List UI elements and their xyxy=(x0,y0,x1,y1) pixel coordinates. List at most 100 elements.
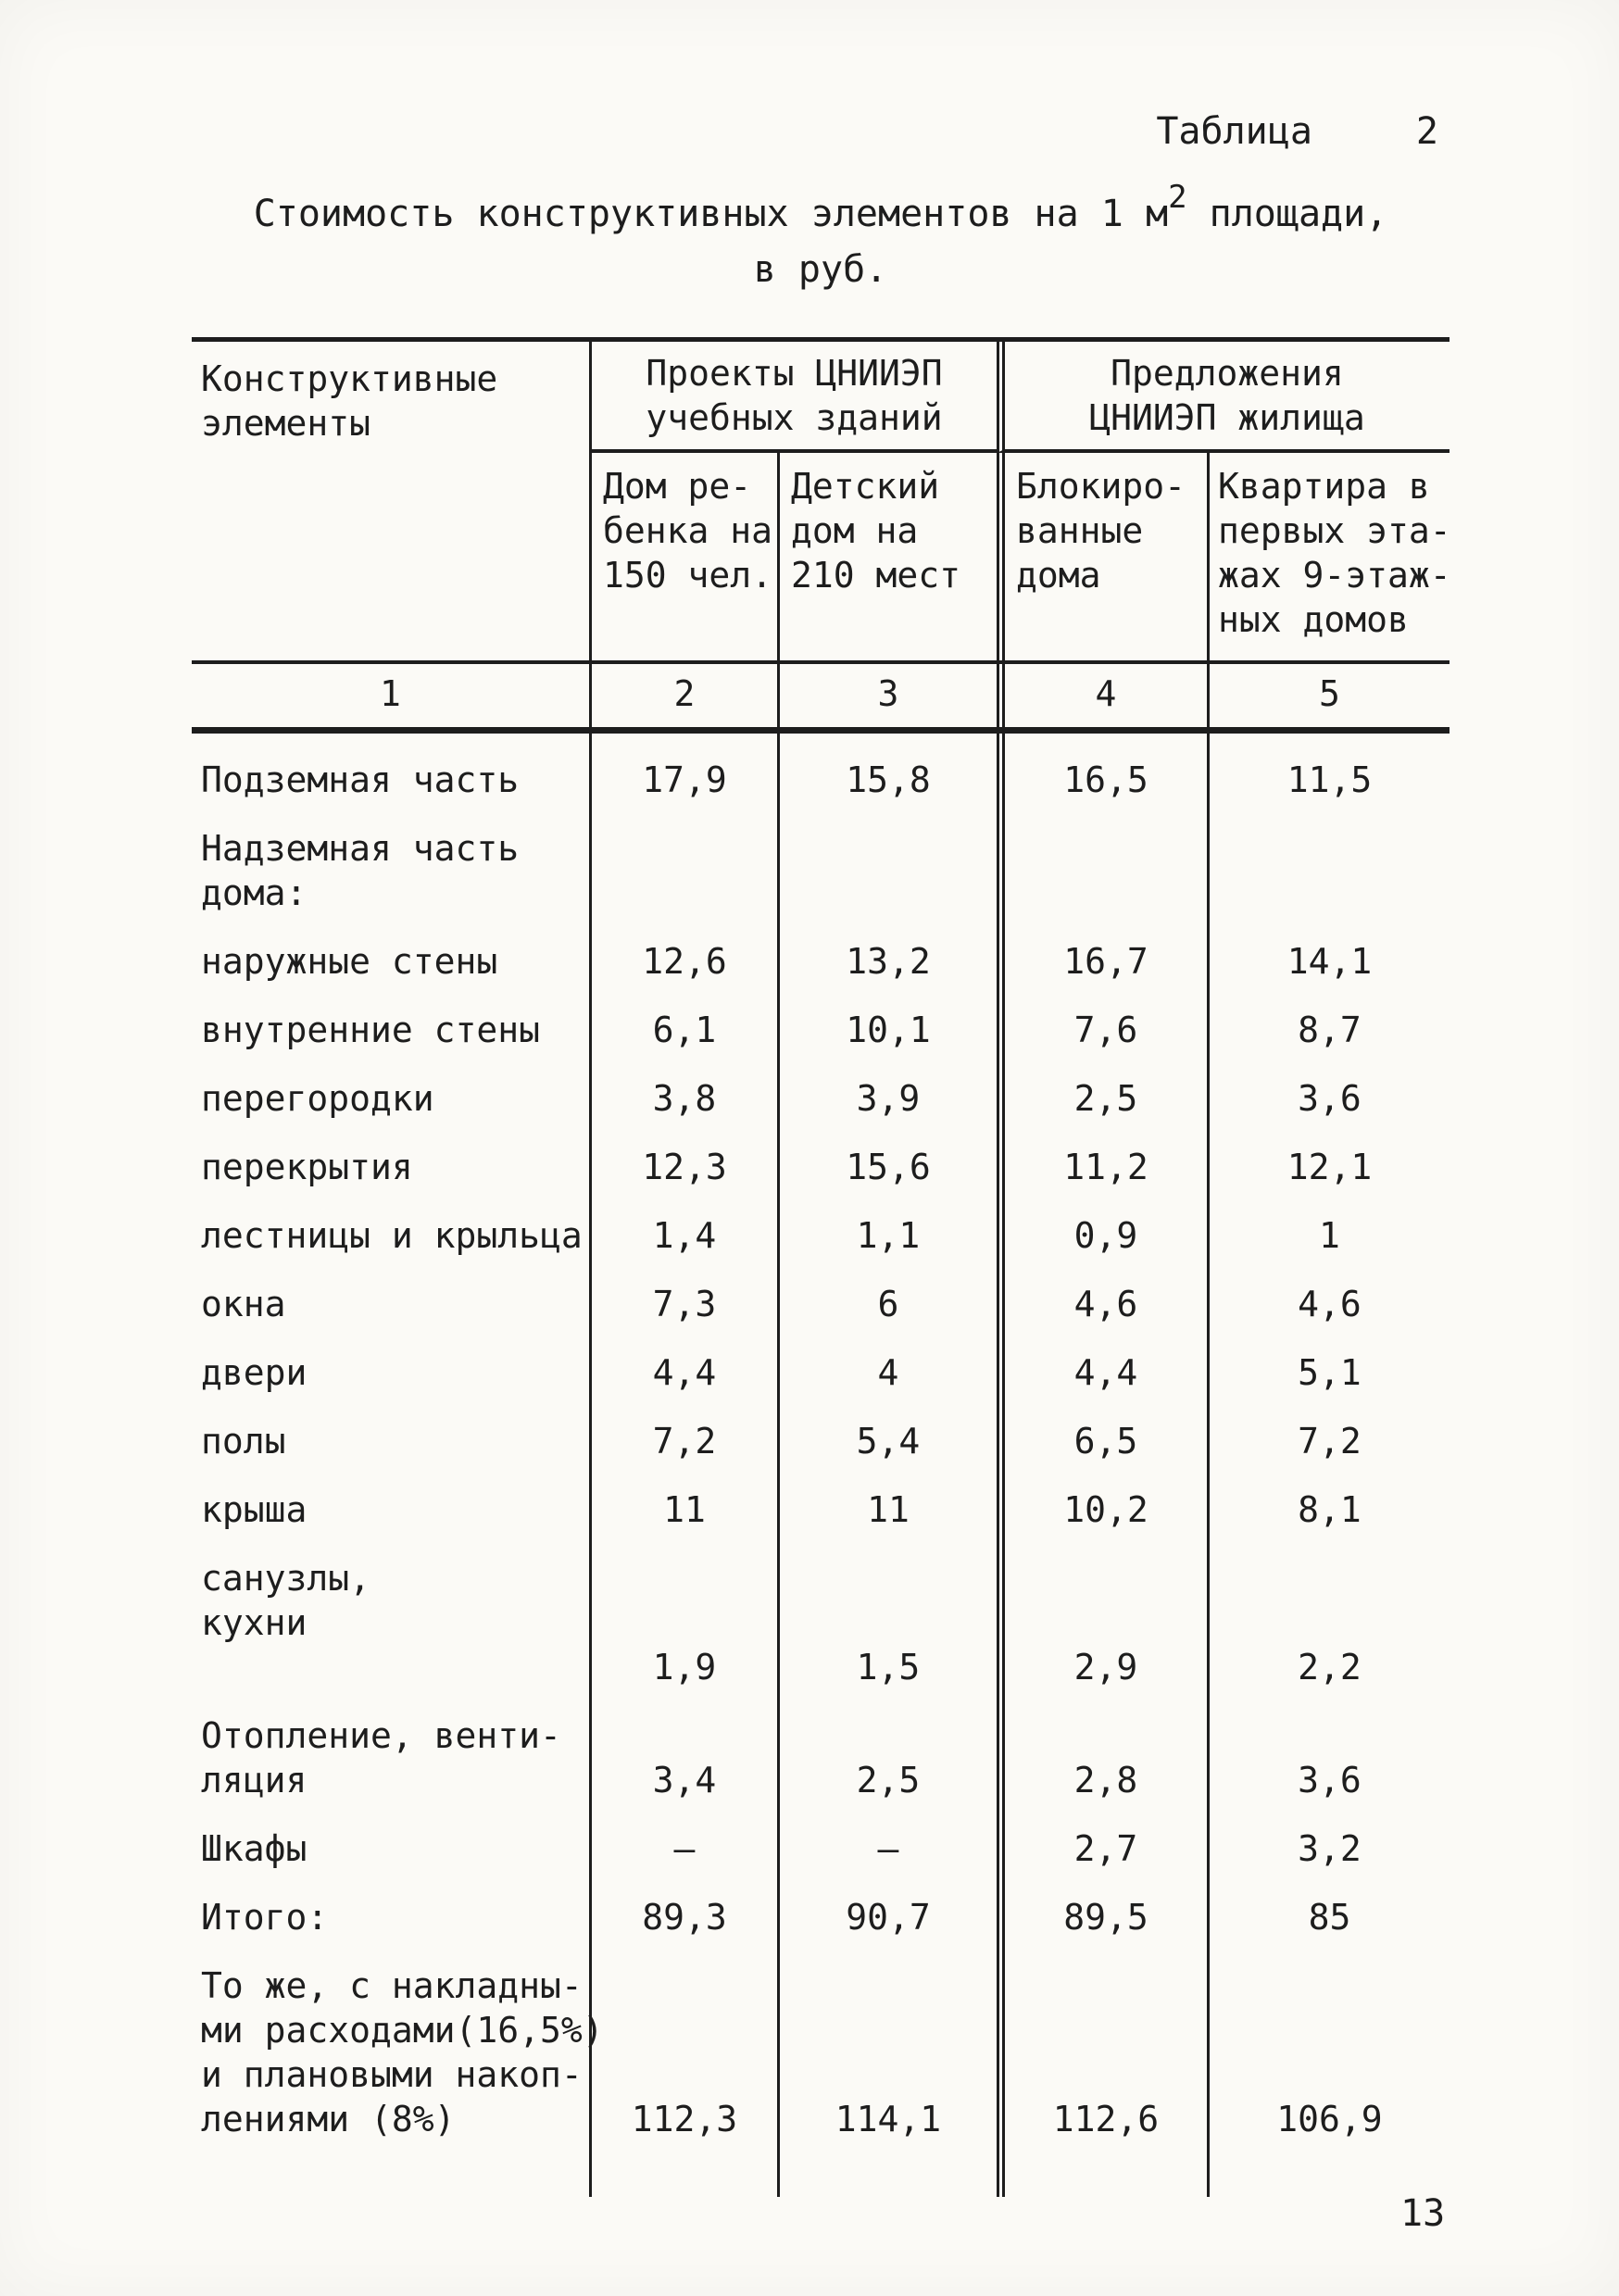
cell-value: 112,3 xyxy=(589,1939,777,2141)
cell-value: 8,7 xyxy=(1207,984,1450,1052)
cell-value: 0,9 xyxy=(997,1189,1207,1258)
cell-value: 85 xyxy=(1207,1871,1450,1939)
row-label: полы xyxy=(201,1421,286,1462)
cell-value: 2,5 xyxy=(777,1689,997,1802)
cell-value xyxy=(777,2141,997,2197)
cell-value: 1,5 xyxy=(777,1532,997,1689)
table-row: Надземная часть дома: xyxy=(192,802,1450,915)
cell-value: 6 xyxy=(777,1258,997,1326)
cell-value: 12,6 xyxy=(589,915,777,984)
cell-value: 15,8 xyxy=(777,734,997,802)
cell-value: 17,9 xyxy=(589,734,777,802)
cell-value: 15,6 xyxy=(777,1121,997,1189)
cell-value xyxy=(997,802,1207,915)
cell-value: 12,1 xyxy=(1207,1121,1450,1189)
row-label: внутренние стены xyxy=(201,1010,541,1050)
title-line-1: Стоимость конструктивных элементов на 1 … xyxy=(192,179,1450,243)
table-row: лестницы и крыльца 1,4 1,1 0,9 1 xyxy=(192,1189,1450,1258)
table-row: крыша 11 11 10,2 8,1 xyxy=(192,1463,1450,1532)
cell-value xyxy=(589,802,777,915)
header-col-blocked-houses: Блокиро- ванные дома xyxy=(997,453,1207,660)
row-label: Итого: xyxy=(201,1897,329,1938)
cell-value: 106,9 xyxy=(1207,1939,1450,2141)
column-number-1: 1 xyxy=(380,673,401,714)
cell-value: 16,7 xyxy=(997,915,1207,984)
cell-value: 10,2 xyxy=(997,1463,1207,1532)
cell-value: 4,4 xyxy=(997,1326,1207,1395)
table-row: полы 7,2 5,4 6,5 7,2 xyxy=(192,1395,1450,1463)
title-units: в руб. xyxy=(753,248,888,291)
page-content: Таблица 2 Стоимость конструктивных элеме… xyxy=(192,109,1451,2197)
table-rule-tail xyxy=(192,2141,1450,2197)
table-row: Итого: 89,3 90,7 89,5 85 xyxy=(192,1871,1450,1939)
row-label: перегородки xyxy=(201,1078,434,1119)
cell-value: 1,4 xyxy=(589,1189,777,1258)
cell-value: 11 xyxy=(777,1463,997,1532)
row-label: окна xyxy=(201,1284,286,1324)
column-numbers-row: 1 2 3 4 5 xyxy=(192,664,1450,734)
cell-value: 16,5 xyxy=(997,734,1207,802)
table-number: 2 xyxy=(1415,110,1438,153)
table-row: наружные стены 12,6 13,2 16,7 14,1 xyxy=(192,915,1450,984)
cell-value: 7,2 xyxy=(589,1395,777,1463)
row-label: Шкафы xyxy=(201,1828,307,1869)
table-row: внутренние стены 6,1 10,1 7,6 8,7 xyxy=(192,984,1450,1052)
cell-value: 8,1 xyxy=(1207,1463,1450,1532)
page-number: 13 xyxy=(1400,2192,1446,2235)
cell-value: 13,2 xyxy=(777,915,997,984)
header-group-proposals: Предложения ЦНИИЭП жилища xyxy=(997,342,1450,453)
row-label xyxy=(192,2141,589,2197)
table-row: То же, с накладны- ми расходами(16,5%) и… xyxy=(192,1939,1450,2141)
cell-value: 2,7 xyxy=(997,1802,1207,1871)
cell-value: 114,1 xyxy=(777,1939,997,2141)
cell-value: – xyxy=(589,1802,777,1871)
header-col-elements: Конструктивные элементы xyxy=(201,358,498,444)
table-row: перегородки 3,8 3,9 2,5 3,6 xyxy=(192,1052,1450,1121)
cell-value: 4 xyxy=(777,1326,997,1395)
row-label: Надземная часть дома: xyxy=(201,828,520,913)
table-row: Подземная часть 17,9 15,8 16,5 11,5 xyxy=(192,734,1450,802)
cell-value xyxy=(589,2141,777,2197)
row-label: крыша xyxy=(201,1489,307,1530)
table-body: Подземная часть 17,9 15,8 16,5 11,5 Надземная… xyxy=(192,734,1450,2197)
cell-value: 89,5 xyxy=(997,1871,1207,1939)
document-title: Стоимость конструктивных элементов на 1 … xyxy=(192,179,1450,296)
table-row: перекрытия 12,3 15,6 11,2 12,1 xyxy=(192,1121,1450,1189)
title-superscript: 2 xyxy=(1168,179,1187,216)
table-row: санузлы, кухни 1,9 1,5 2,9 2,2 xyxy=(192,1532,1450,1689)
cell-value: 7,6 xyxy=(997,984,1207,1052)
table-caption: Таблица xyxy=(1156,110,1312,153)
header-col-apartments: Квартира в первых эта- жах 9-этаж- ных д… xyxy=(1207,453,1451,660)
cell-value: 11,5 xyxy=(1207,734,1450,802)
cell-value: 11 xyxy=(589,1463,777,1532)
row-label: санузлы, кухни xyxy=(201,1558,371,1643)
column-number-2: 2 xyxy=(589,664,777,727)
cell-value: 1,9 xyxy=(589,1532,777,1689)
row-label: Подземная часть xyxy=(201,759,520,800)
cell-value xyxy=(997,2141,1207,2197)
header-group-projects: Проекты ЦНИИЭП учебных зданий xyxy=(589,342,997,453)
cell-value: 2,5 xyxy=(997,1052,1207,1121)
cell-value xyxy=(1207,2141,1450,2197)
cell-value: 14,1 xyxy=(1207,915,1450,984)
cell-value: 2,9 xyxy=(997,1532,1207,1689)
table-row: двери 4,4 4 4,4 5,1 xyxy=(192,1326,1450,1395)
cell-value: 5,1 xyxy=(1207,1326,1450,1395)
cell-value: 2,8 xyxy=(997,1689,1207,1802)
row-label: Отопление, венти- ляция xyxy=(201,1715,561,1800)
cell-value: 7,3 xyxy=(589,1258,777,1326)
row-label: перекрытия xyxy=(201,1147,413,1187)
cell-value: 10,1 xyxy=(777,984,997,1052)
cell-value: 3,9 xyxy=(777,1052,997,1121)
cell-value: 3,4 xyxy=(589,1689,777,1802)
column-number-4: 4 xyxy=(997,664,1207,727)
cell-value: 3,6 xyxy=(1207,1689,1450,1802)
table-row: Отопление, венти- ляция 3,4 2,5 2,8 3,6 xyxy=(192,1689,1450,1802)
cell-value: – xyxy=(777,1802,997,1871)
table-row: окна 7,3 6 4,6 4,6 xyxy=(192,1258,1450,1326)
cell-value: 4,4 xyxy=(589,1326,777,1395)
table-caption-row: Таблица 2 xyxy=(192,109,1450,154)
cell-value xyxy=(1207,802,1450,915)
cell-value: 1 xyxy=(1207,1189,1450,1258)
